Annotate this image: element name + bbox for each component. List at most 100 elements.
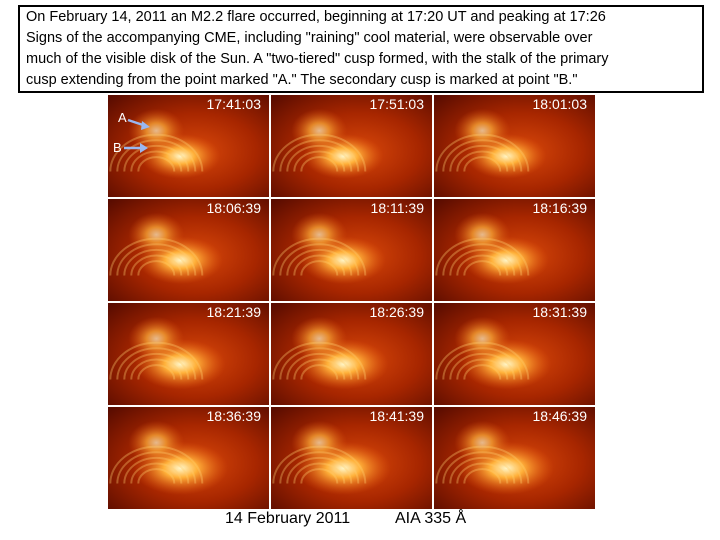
image-panel: 18:11:39 [271, 199, 432, 301]
coronal-loop [435, 341, 530, 380]
flare-glow [128, 316, 185, 361]
panel-time: 17:51:03 [370, 96, 425, 112]
flare-glow [291, 108, 348, 153]
coronal-loop [449, 248, 516, 276]
coronal-loop [293, 254, 346, 276]
coronal-loop [293, 150, 346, 172]
coronal-loop [300, 156, 339, 172]
coronal-loop [130, 150, 183, 172]
coronal-loop [442, 451, 523, 484]
coronal-loop [272, 237, 367, 276]
arrowhead [140, 143, 148, 153]
coronal-loop [286, 352, 353, 380]
image-panel: 18:01:03 [434, 95, 595, 197]
coronal-loop [449, 144, 516, 172]
coronal-loop [279, 243, 360, 276]
coronal-loop [272, 445, 367, 484]
coronal-loop [435, 133, 530, 172]
coronal-loop [449, 352, 516, 380]
flare-glow [291, 212, 348, 257]
caption-line: On February 14, 2011 an M2.2 flare occur… [26, 9, 606, 25]
coronal-loop [300, 468, 339, 484]
panel-time: 17:41:03 [207, 96, 262, 112]
flare-glow [454, 108, 511, 153]
coronal-loop [109, 133, 204, 172]
image-panel: 18:21:39 [108, 303, 269, 405]
panel-time: 18:36:39 [207, 408, 262, 424]
coronal-loop [442, 347, 523, 380]
coronal-loop [123, 144, 190, 172]
coronal-loop [123, 456, 190, 484]
marker-label: A [118, 110, 127, 125]
flare-glow [128, 420, 185, 465]
coronal-loop [463, 260, 502, 276]
coronal-loop [116, 139, 197, 172]
coronal-loop [123, 352, 190, 380]
coronal-loop [279, 139, 360, 172]
coronal-loop [463, 156, 502, 172]
coronal-loop [463, 468, 502, 484]
caption-line: cusp extending from the point marked "A.… [26, 72, 578, 88]
coronal-loop [300, 260, 339, 276]
image-panel: 18:26:39 [271, 303, 432, 405]
coronal-loop [137, 156, 176, 172]
image-panel: 18:46:39 [434, 407, 595, 509]
coronal-loop [456, 254, 509, 276]
coronal-loop [435, 237, 530, 276]
coronal-loop [435, 445, 530, 484]
coronal-loop [130, 254, 183, 276]
coronal-loop [286, 456, 353, 484]
coronal-loop [130, 358, 183, 380]
coronal-loop [293, 462, 346, 484]
flare-glow [291, 420, 348, 465]
footer-instrument: AIA 335 Å [395, 510, 467, 527]
coronal-loop [109, 237, 204, 276]
flare-glow [454, 316, 511, 361]
coronal-loop [272, 341, 367, 380]
image-panel: 17:41:03 [108, 95, 269, 197]
image-panel: 18:41:39 [271, 407, 432, 509]
coronal-loop [442, 243, 523, 276]
coronal-loop [137, 260, 176, 276]
coronal-loop [300, 364, 339, 380]
coronal-loop [456, 358, 509, 380]
image-panel: 18:36:39 [108, 407, 269, 509]
footer-date: 14 February 2011 [225, 510, 351, 527]
coronal-loop [116, 347, 197, 380]
coronal-loop [116, 451, 197, 484]
flare-glow [454, 420, 511, 465]
flare-glow [291, 316, 348, 361]
coronal-loop [137, 364, 176, 380]
caption-box: On February 14, 2011 an M2.2 flare occur… [18, 5, 704, 93]
image-panel: 17:51:03 [271, 95, 432, 197]
image-panel: 18:06:39 [108, 199, 269, 301]
coronal-loop [109, 445, 204, 484]
image-panel: 18:16:39 [434, 199, 595, 301]
flare-glow [454, 212, 511, 257]
coronal-loop [279, 347, 360, 380]
panel-time: 18:01:03 [533, 96, 588, 112]
marker-label: B [113, 140, 122, 155]
coronal-loop [456, 150, 509, 172]
coronal-loop [286, 144, 353, 172]
coronal-loop [456, 462, 509, 484]
coronal-loop [116, 243, 197, 276]
panel-time: 18:16:39 [533, 200, 588, 216]
panel-time: 18:31:39 [533, 304, 588, 320]
coronal-loop [109, 341, 204, 380]
panel-time: 18:11:39 [371, 200, 425, 216]
coronal-loop [123, 248, 190, 276]
image-panel: 18:31:39 [434, 303, 595, 405]
panel-time: 18:21:39 [207, 304, 262, 320]
coronal-loop [272, 133, 367, 172]
arrowhead [141, 121, 150, 130]
caption-line: much of the visible disk of the Sun. A "… [26, 51, 609, 67]
panel-time: 18:41:39 [370, 408, 425, 424]
panel-time: 18:06:39 [207, 200, 262, 216]
coronal-loop [279, 451, 360, 484]
coronal-loop [130, 462, 183, 484]
flare-glow [128, 108, 185, 153]
coronal-loop [286, 248, 353, 276]
